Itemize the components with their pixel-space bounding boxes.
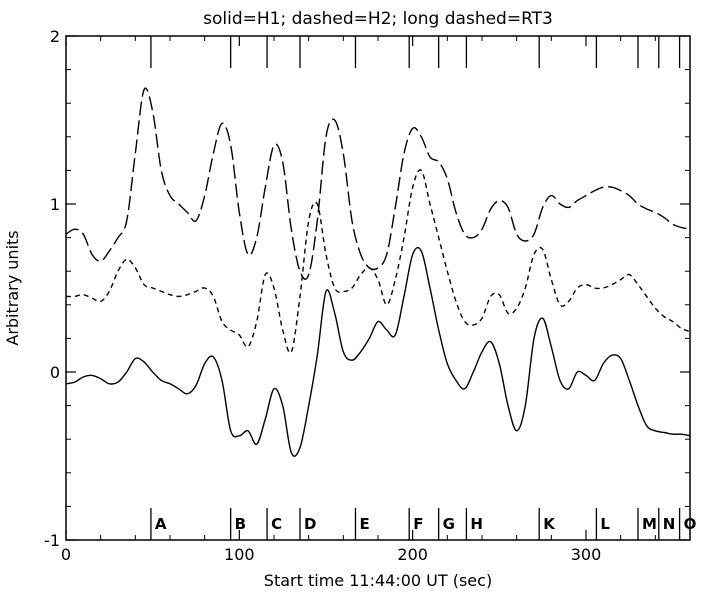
series-line-h2 bbox=[65, 169, 691, 354]
marker-label-f: F bbox=[413, 515, 423, 533]
x-tick-label: 200 bbox=[397, 545, 428, 564]
marker-label-l: L bbox=[600, 515, 610, 533]
marker-label-a: A bbox=[155, 515, 167, 533]
marker-label-h: H bbox=[470, 515, 483, 533]
marker-label-b: B bbox=[235, 515, 246, 533]
marker-label-c: C bbox=[271, 515, 282, 533]
series-line-h1 bbox=[65, 246, 691, 457]
marker-label-g: G bbox=[443, 515, 455, 533]
x-axis-label: Start time 11:44:00 UT (sec) bbox=[264, 571, 492, 590]
y-tick-label: 1 bbox=[50, 195, 60, 214]
x-tick-label: 0 bbox=[61, 545, 71, 564]
chart-title: solid=H1; dashed=H2; long dashed=RT3 bbox=[203, 9, 553, 29]
marker-label-m: M bbox=[642, 515, 657, 533]
marker-label-e: E bbox=[359, 515, 369, 533]
y-tick-label: 2 bbox=[50, 27, 60, 46]
marker-label-o: O bbox=[684, 515, 697, 533]
x-tick-label: 100 bbox=[224, 545, 255, 564]
x-tick-label: 300 bbox=[571, 545, 602, 564]
marker-label-d: D bbox=[304, 515, 316, 533]
marker-label-n: N bbox=[663, 515, 676, 533]
marker-label-k: K bbox=[543, 515, 556, 533]
y-tick-label: -1 bbox=[44, 531, 60, 550]
series-line-rt3 bbox=[65, 87, 691, 280]
y-axis-label: Arbitrary units bbox=[3, 230, 22, 345]
series-layer bbox=[65, 87, 691, 457]
y-tick-label: 0 bbox=[50, 363, 60, 382]
